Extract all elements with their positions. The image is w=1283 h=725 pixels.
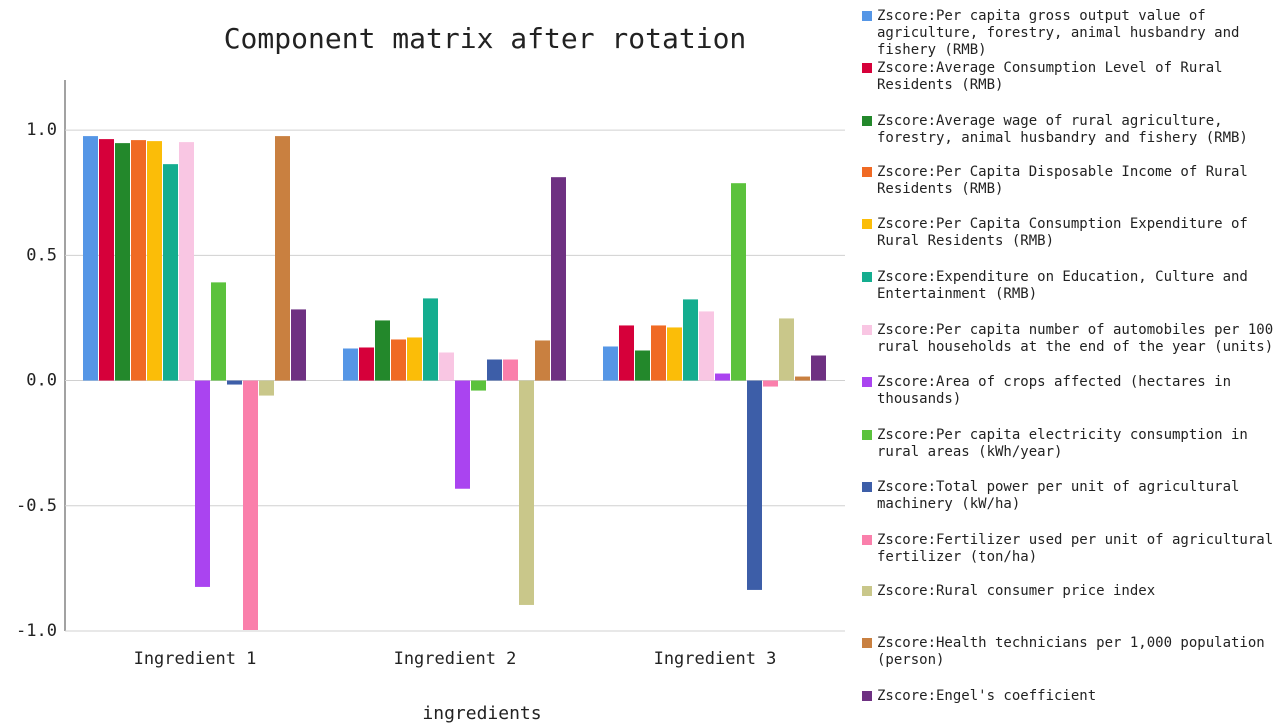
legend-entry: Zscore:Engel's coefficient — [860, 688, 1278, 705]
bar — [779, 318, 794, 381]
legend-label: Zscore:Average wage of rural agriculture… — [877, 113, 1248, 146]
legend-swatch — [862, 586, 872, 596]
bar — [603, 346, 618, 381]
bar — [343, 348, 358, 381]
y-tick-label: -0.5 — [16, 496, 57, 516]
bar — [375, 320, 390, 381]
legend-entry: Zscore:Per Capita Disposable Income of R… — [860, 164, 1278, 198]
y-tick-label: 0.5 — [26, 245, 57, 265]
legend-label: Zscore:Average Consumption Level of Rura… — [877, 60, 1223, 93]
legend-entry: Zscore:Per capita gross output value of … — [860, 8, 1278, 59]
legend-entry: Zscore:Per Capita Consumption Expenditur… — [860, 216, 1278, 250]
bar — [115, 143, 130, 381]
legend-entry: Zscore:Total power per unit of agricultu… — [860, 479, 1278, 513]
legend-label: Zscore:Total power per unit of agricultu… — [877, 479, 1240, 512]
legend-entry: Zscore:Per capita number of automobiles … — [860, 322, 1278, 356]
bar — [619, 325, 634, 381]
bar — [747, 380, 762, 590]
bar — [683, 299, 698, 381]
x-tick-label: Ingredient 1 — [134, 649, 257, 669]
legend-entry: Zscore:Average wage of rural agriculture… — [860, 113, 1278, 147]
bar — [423, 298, 438, 381]
bar — [147, 141, 162, 381]
legend-swatch — [862, 11, 872, 21]
bar — [487, 359, 502, 381]
bar — [243, 380, 258, 630]
bar — [259, 380, 274, 396]
y-tick-label: 1.0 — [26, 120, 57, 140]
bar — [163, 164, 178, 381]
legend-label: Zscore:Area of crops affected (hectares … — [877, 374, 1232, 407]
bar — [455, 380, 470, 489]
bar — [83, 136, 98, 381]
x-tick-label: Ingredient 3 — [654, 649, 777, 669]
legend-swatch — [862, 167, 872, 177]
bar — [535, 340, 550, 381]
bar — [359, 347, 374, 381]
bar — [699, 311, 714, 381]
bar — [715, 373, 730, 381]
chart-title: Component matrix after rotation — [224, 22, 747, 55]
bar — [391, 339, 406, 381]
legend-swatch — [862, 430, 872, 440]
bar — [211, 282, 226, 381]
bar — [811, 355, 826, 381]
bar — [471, 380, 486, 391]
legend-entry: Zscore:Area of crops affected (hectares … — [860, 374, 1278, 408]
legend-label: Zscore:Health technicians per 1,000 popu… — [877, 635, 1265, 668]
legend-label: Zscore:Per capita number of automobiles … — [877, 322, 1274, 355]
bar — [99, 139, 114, 381]
bar — [551, 177, 566, 381]
bar — [291, 309, 306, 381]
chart: Component matrix after rotation ingredie… — [16, 22, 845, 724]
legend-label: Zscore:Per capita electricity consumptio… — [877, 427, 1248, 460]
legend-swatch — [862, 63, 872, 73]
bar — [635, 350, 650, 381]
bar — [195, 380, 210, 587]
bar — [651, 325, 666, 381]
y-tick-label: -1.0 — [16, 621, 57, 641]
legend-swatch — [862, 272, 872, 282]
x-tick-label: Ingredient 2 — [394, 649, 517, 669]
legend-swatch — [862, 325, 872, 335]
legend-swatch — [862, 482, 872, 492]
legend-swatch — [862, 116, 872, 126]
legend-entry: Zscore:Expenditure on Education, Culture… — [860, 269, 1278, 303]
legend-swatch — [862, 535, 872, 545]
legend-swatch — [862, 219, 872, 229]
y-tick-label: 0.0 — [26, 371, 57, 391]
bar — [227, 380, 242, 385]
bar — [763, 380, 778, 387]
legend-label: Zscore:Per Capita Disposable Income of R… — [877, 164, 1248, 197]
x-axis-label: ingredients — [422, 703, 541, 724]
legend-entry: Zscore:Fertilizer used per unit of agric… — [860, 532, 1278, 566]
legend-label: Zscore:Per Capita Consumption Expenditur… — [877, 216, 1248, 249]
legend-swatch — [862, 638, 872, 648]
legend-entry: Zscore:Average Consumption Level of Rura… — [860, 60, 1278, 94]
bar — [179, 142, 194, 381]
legend-swatch — [862, 377, 872, 387]
bar — [731, 183, 746, 381]
bar — [503, 359, 518, 381]
legend-label: Zscore:Per capita gross output value of … — [877, 8, 1240, 58]
legend-entry: Zscore:Health technicians per 1,000 popu… — [860, 635, 1278, 669]
legend-entry: Zscore:Rural consumer price index — [860, 583, 1278, 600]
legend-entry: Zscore:Per capita electricity consumptio… — [860, 427, 1278, 461]
legend-label: Zscore:Engel's coefficient — [877, 688, 1097, 704]
legend-label: Zscore:Expenditure on Education, Culture… — [877, 269, 1248, 302]
bar — [439, 352, 454, 381]
bar — [795, 376, 810, 381]
legend-label: Zscore:Fertilizer used per unit of agric… — [877, 532, 1274, 565]
bar — [275, 136, 290, 381]
bar — [407, 337, 422, 381]
legend-swatch — [862, 691, 872, 701]
bar — [667, 327, 682, 381]
bar — [519, 380, 534, 605]
legend-label: Zscore:Rural consumer price index — [877, 583, 1156, 599]
bar — [131, 140, 146, 381]
